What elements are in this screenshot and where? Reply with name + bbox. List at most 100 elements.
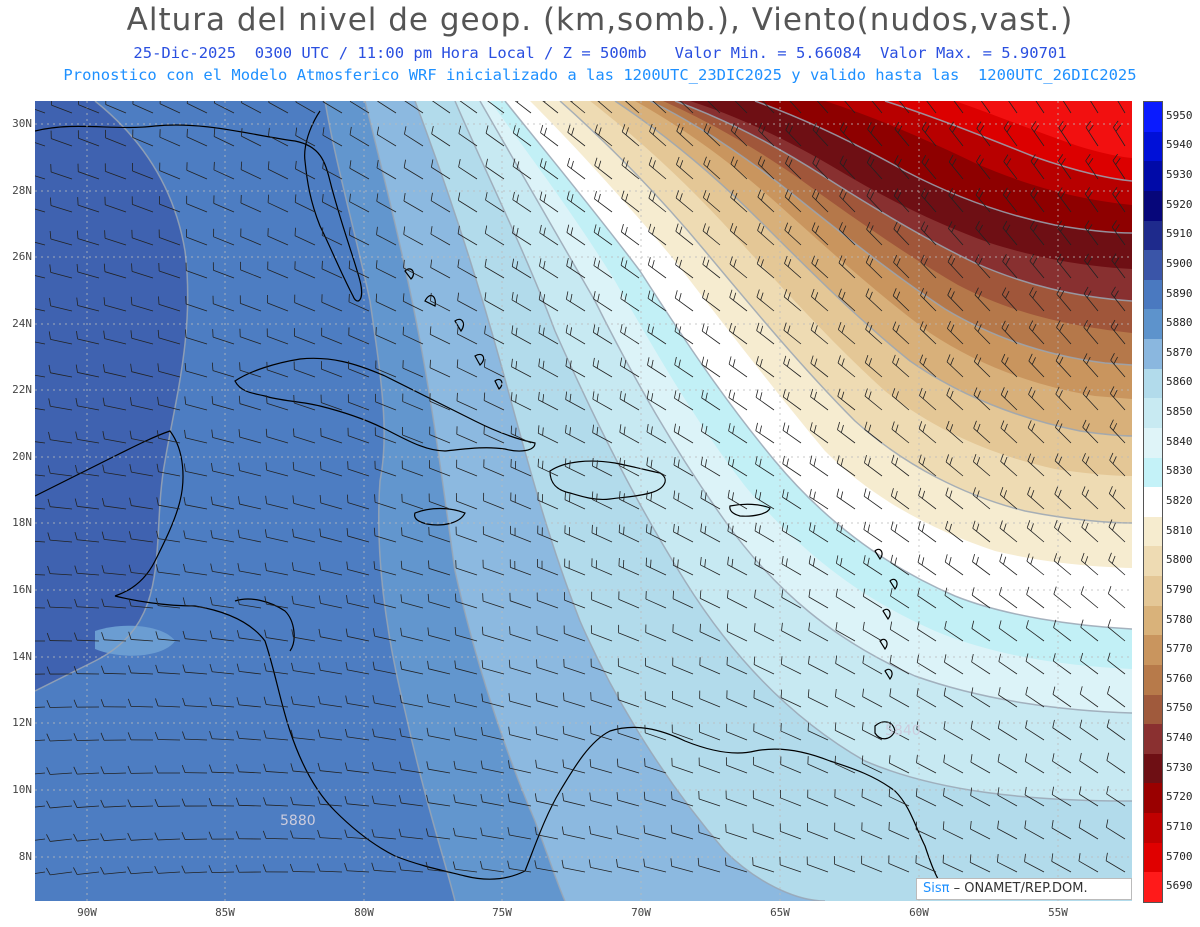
wind-barb-flag [508,726,511,735]
wind-barb-flag [430,159,434,168]
wind-barb-flag [810,355,814,364]
wind-barb [485,132,505,147]
wind-barb [976,161,991,180]
wind-barb-flag [426,694,429,703]
wind-barb [1062,101,1072,114]
wind-barb [1108,593,1126,609]
wind-barb-flag [103,263,106,272]
wind-barb-flag [73,833,78,842]
wind-barb-flag [949,490,953,499]
wind-barb [158,304,181,312]
wind-barb [646,465,667,477]
wind-barb [971,661,991,675]
wind-barb [781,563,802,576]
wind-barb-flag [917,521,921,530]
wind-barb-flag [700,456,703,465]
wind-barb [565,432,586,444]
wind-barb-flag [916,754,918,763]
wind-barb-flag [74,531,78,540]
wind-barb-flag [1031,423,1036,432]
wind-barb-flag [1053,553,1058,561]
wind-barb [482,701,505,708]
wind-barb [565,465,586,477]
wind-barb [1008,101,1018,114]
wind-barb-flag [975,221,980,229]
wind-barb [784,196,802,213]
wind-barb [780,730,802,741]
wind-barb [757,163,775,180]
wind-barb [77,472,100,477]
colorbar-label-5890: 5890 [1166,286,1193,300]
wind-barb-flag [646,457,649,466]
wind-barb-flag [923,258,928,266]
wind-barb-flag [866,221,871,230]
wind-barb [320,837,343,840]
wind-barb [509,700,532,708]
wind-barb [1111,260,1126,279]
wind-barb-flag [812,558,816,567]
wind-barb-flag [943,687,946,696]
wind-barb-flag [182,630,186,639]
wind-barb-flag [76,230,79,239]
wind-barb-flag [100,799,105,808]
wind-barb [975,228,991,246]
wind-barb-flag [481,626,484,635]
wind-barb [592,465,613,477]
wind-barb [728,464,748,477]
wind-barb [565,399,586,411]
wind-barb [1082,460,1099,477]
wind-barb-flag [732,359,736,368]
wind-barb-flag [676,123,680,132]
wind-barb-flag [376,159,379,168]
wind-barb-flag [807,689,810,698]
lat-label-22n: 22N [12,383,32,396]
wind-barb-flag [184,429,186,438]
wind-barb-flag [322,127,325,136]
wind-barb-flag [292,528,295,537]
wind-barb-flag [1081,453,1086,461]
wind-barb-flag [1107,685,1110,694]
wind-barb [293,569,316,576]
wind-barb-flag [841,325,846,333]
wind-barb-flag [731,525,734,534]
wind-barb [618,699,640,708]
wind-barb [703,163,721,180]
wind-barb [457,233,478,246]
wind-barb [971,694,991,708]
wind-barb-flag [890,488,894,496]
wind-barb [239,503,262,510]
wind-barb-flag [621,190,625,199]
wind-barb-flag [1081,519,1085,528]
wind-barb [35,540,46,543]
wind-barb [838,262,856,279]
wind-barb [185,738,208,741]
wind-barb [241,102,262,114]
wind-barb [536,867,559,873]
wind-barb [676,164,694,180]
wind-barb [1001,294,1018,312]
wind-barb [700,598,721,609]
wind-barb [104,405,127,411]
wind-barb-flag [835,622,838,631]
wind-barb-flag [648,223,652,232]
wind-barb-flag [671,791,673,800]
wind-barb-flag [46,666,51,675]
wind-barb-flag [535,726,538,735]
wind-barb [322,134,343,147]
wind-barb [1052,760,1072,774]
wind-barb-flag [921,524,925,532]
wind-barb-flag [999,520,1003,529]
wind-barb-flag [1112,153,1118,161]
wind-barb-flag [809,455,813,464]
wind-barb-flag [534,860,537,869]
wind-barb-flag [457,225,460,234]
wind-barb [811,229,829,246]
wind-barb-flag [430,226,433,235]
wind-barb-flag [481,660,484,669]
wind-barb [808,630,829,642]
wind-barb-flag [1111,253,1117,261]
wind-barb-flag [677,459,680,468]
wind-barb [50,606,73,609]
wind-barb-flag [101,565,105,573]
wind-barb [943,762,964,774]
